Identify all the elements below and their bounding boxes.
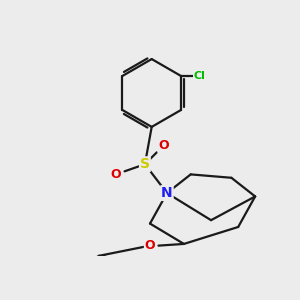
Text: O: O — [145, 239, 155, 252]
Text: O: O — [158, 139, 169, 152]
Text: N: N — [161, 186, 173, 200]
Text: O: O — [111, 168, 122, 181]
Text: Cl: Cl — [194, 71, 206, 81]
Text: S: S — [140, 157, 150, 171]
